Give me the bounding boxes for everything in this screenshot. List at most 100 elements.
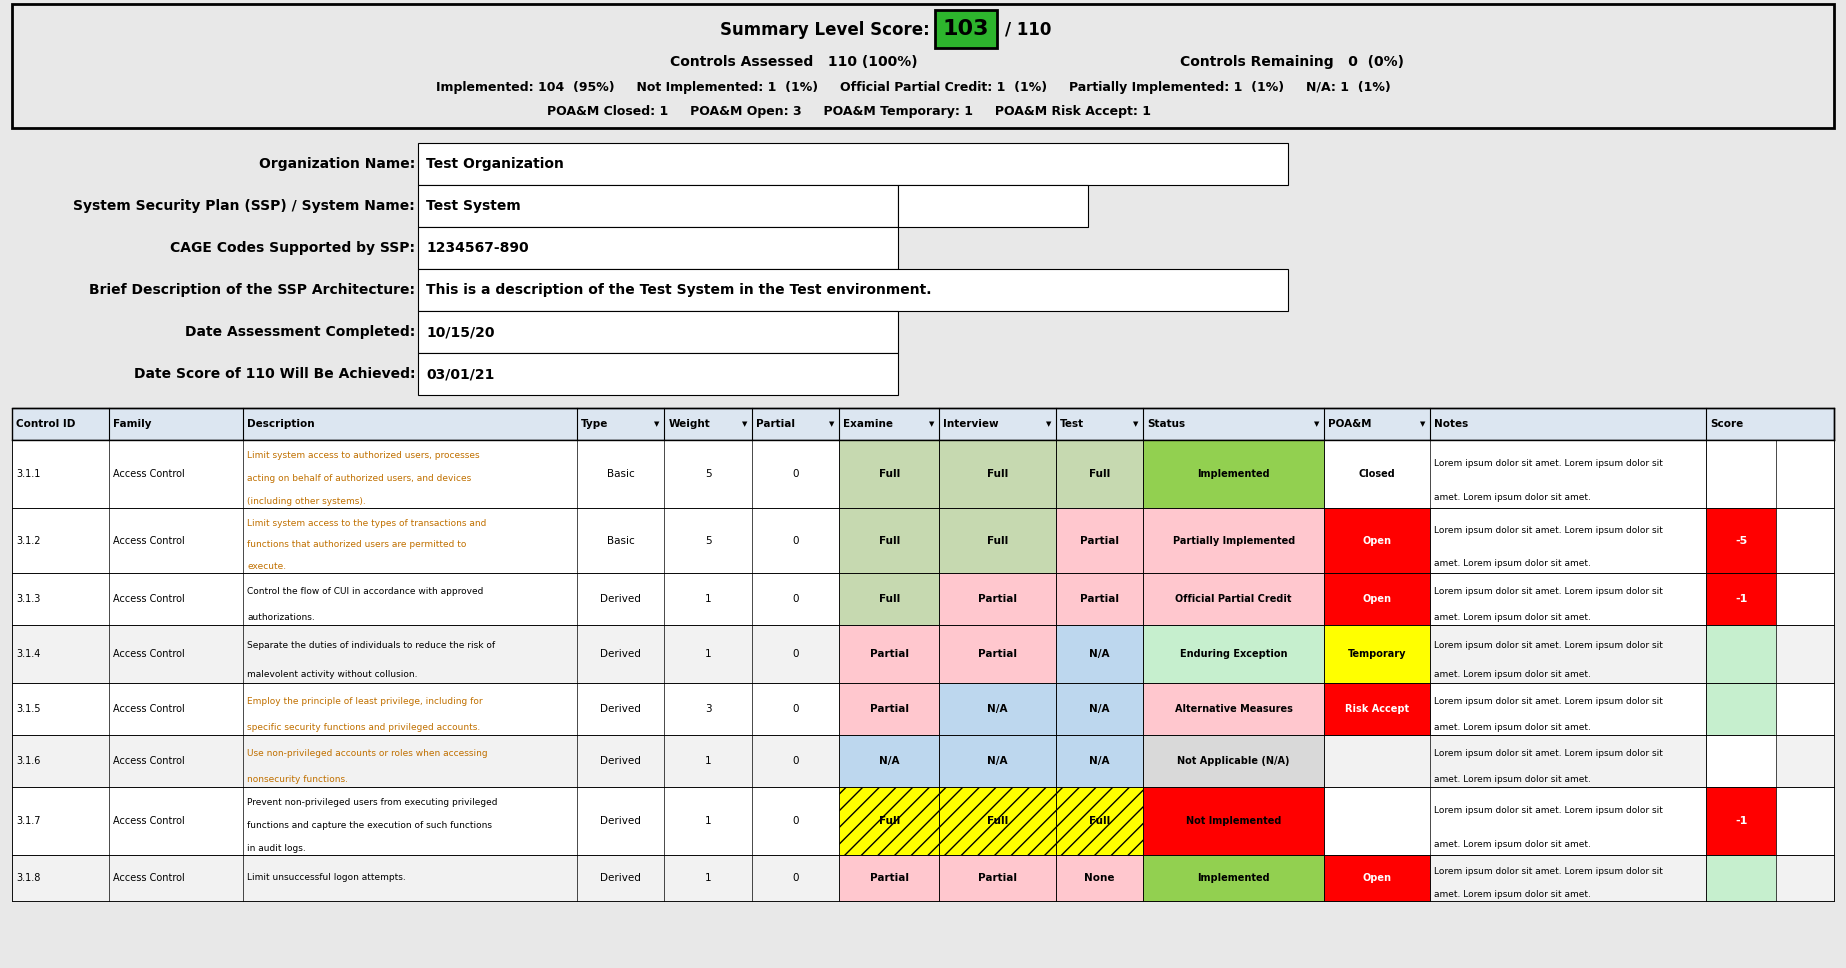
Bar: [1056, 855, 1143, 901]
Text: 3.1.5: 3.1.5: [17, 704, 41, 714]
Text: 0: 0: [792, 704, 799, 714]
Text: ▼: ▼: [742, 421, 748, 427]
Text: 3.1.6: 3.1.6: [17, 756, 41, 766]
Text: / 110: / 110: [1004, 20, 1052, 38]
Text: Open: Open: [1362, 535, 1392, 546]
Bar: [13, 4, 1833, 128]
Text: 3.1.2: 3.1.2: [17, 535, 41, 546]
Bar: [13, 440, 1833, 508]
Text: Not Applicable (N/A): Not Applicable (N/A): [1178, 756, 1290, 766]
Bar: [1706, 573, 1776, 625]
Text: Status: Status: [1148, 419, 1185, 429]
Bar: [1324, 508, 1429, 573]
Text: POA&M Closed: 1     POA&M Open: 3     POA&M Temporary: 1     POA&M Risk Accept: : POA&M Closed: 1 POA&M Open: 3 POA&M Temp…: [546, 106, 1152, 118]
Text: Separate the duties of individuals to reduce the risk of: Separate the duties of individuals to re…: [247, 641, 495, 650]
Text: ▼: ▼: [1047, 421, 1052, 427]
Bar: [13, 408, 1833, 440]
Text: Access Control: Access Control: [113, 873, 185, 883]
Bar: [417, 311, 897, 353]
Text: N/A: N/A: [1089, 756, 1109, 766]
Text: Derived: Derived: [600, 816, 641, 826]
Text: N/A: N/A: [988, 704, 1008, 714]
Text: 1: 1: [705, 649, 711, 659]
Text: Access Control: Access Control: [113, 469, 185, 479]
Bar: [1056, 508, 1143, 573]
Text: malevolent activity without collusion.: malevolent activity without collusion.: [247, 670, 417, 679]
Bar: [1706, 787, 1776, 855]
Text: 1: 1: [705, 594, 711, 604]
Bar: [940, 735, 1056, 787]
Text: 0: 0: [792, 594, 799, 604]
Text: functions that authorized users are permitted to: functions that authorized users are perm…: [247, 540, 467, 549]
Text: Control the flow of CUI in accordance with approved: Control the flow of CUI in accordance wi…: [247, 587, 484, 595]
Text: Full: Full: [988, 816, 1008, 826]
Text: 1: 1: [705, 756, 711, 766]
Bar: [840, 508, 940, 573]
Bar: [13, 508, 1833, 573]
Text: 1: 1: [705, 873, 711, 883]
Text: amet. Lorem ipsum dolor sit amet.: amet. Lorem ipsum dolor sit amet.: [1434, 670, 1591, 679]
Text: Access Control: Access Control: [113, 535, 185, 546]
Bar: [940, 855, 1056, 901]
Bar: [417, 185, 897, 227]
Text: 0: 0: [792, 535, 799, 546]
Text: Prevent non-privileged users from executing privileged: Prevent non-privileged users from execut…: [247, 799, 498, 807]
Text: Lorem ipsum dolor sit amet. Lorem ipsum dolor sit: Lorem ipsum dolor sit amet. Lorem ipsum …: [1434, 866, 1663, 876]
Text: Partially Implemented: Partially Implemented: [1172, 535, 1294, 546]
Bar: [1706, 855, 1776, 901]
Text: Not Implemented: Not Implemented: [1185, 816, 1281, 826]
Text: amet. Lorem ipsum dolor sit amet.: amet. Lorem ipsum dolor sit amet.: [1434, 494, 1591, 502]
Text: Closed: Closed: [1359, 469, 1396, 479]
Bar: [1706, 735, 1776, 787]
Text: Score: Score: [1711, 419, 1744, 429]
Bar: [897, 185, 1087, 227]
Bar: [417, 143, 1289, 185]
Text: Partial: Partial: [869, 704, 908, 714]
Text: 3: 3: [705, 704, 711, 714]
Text: Lorem ipsum dolor sit amet. Lorem ipsum dolor sit: Lorem ipsum dolor sit amet. Lorem ipsum …: [1434, 587, 1663, 595]
Text: Partial: Partial: [869, 873, 908, 883]
Text: 03/01/21: 03/01/21: [426, 367, 495, 381]
Text: Full: Full: [988, 535, 1008, 546]
Bar: [1324, 625, 1429, 683]
Text: Organization Name:: Organization Name:: [258, 157, 415, 171]
Text: Test: Test: [1060, 419, 1084, 429]
Text: N/A: N/A: [1089, 649, 1109, 659]
Text: Notes: Notes: [1434, 419, 1468, 429]
Text: Full: Full: [879, 535, 899, 546]
Bar: [1706, 440, 1776, 508]
Bar: [1056, 625, 1143, 683]
Bar: [13, 787, 1833, 855]
Text: 3.1.7: 3.1.7: [17, 816, 41, 826]
Text: Summary Level Score:: Summary Level Score:: [720, 21, 930, 39]
Bar: [13, 573, 1833, 625]
Bar: [1056, 787, 1143, 855]
Text: Controls Assessed   110 (100%): Controls Assessed 110 (100%): [670, 55, 917, 69]
Bar: [1143, 625, 1324, 683]
Text: Test System: Test System: [426, 199, 521, 213]
Text: ▼: ▼: [829, 421, 834, 427]
Text: Lorem ipsum dolor sit amet. Lorem ipsum dolor sit: Lorem ipsum dolor sit amet. Lorem ipsum …: [1434, 527, 1663, 535]
Text: -1: -1: [1735, 594, 1748, 604]
Text: in audit logs.: in audit logs.: [247, 844, 306, 853]
Text: Derived: Derived: [600, 649, 641, 659]
Text: Access Control: Access Control: [113, 704, 185, 714]
Text: 3.1.3: 3.1.3: [17, 594, 41, 604]
Text: Control ID: Control ID: [17, 419, 76, 429]
Bar: [940, 683, 1056, 735]
Bar: [936, 10, 997, 48]
Bar: [13, 625, 1833, 683]
Text: Partial: Partial: [978, 873, 1017, 883]
Bar: [940, 573, 1056, 625]
Text: 0: 0: [792, 469, 799, 479]
Bar: [840, 683, 940, 735]
Bar: [940, 787, 1056, 855]
Text: Partial: Partial: [1080, 594, 1119, 604]
Text: 1234567-890: 1234567-890: [426, 241, 528, 255]
Text: Controls Remaining   0  (0%): Controls Remaining 0 (0%): [1180, 55, 1405, 69]
Text: Open: Open: [1362, 594, 1392, 604]
Text: Derived: Derived: [600, 756, 641, 766]
Text: Type: Type: [581, 419, 607, 429]
Text: Limit system access to authorized users, processes: Limit system access to authorized users,…: [247, 451, 480, 461]
Text: Full: Full: [879, 469, 899, 479]
